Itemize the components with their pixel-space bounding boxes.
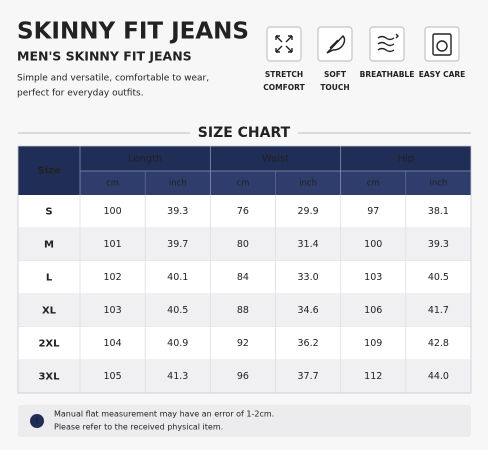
stretch-icon xyxy=(275,35,293,53)
feature-label: COMFORT xyxy=(263,83,305,92)
measure-cell: 29.9 xyxy=(298,206,319,217)
measure-cell: 106 xyxy=(364,305,382,316)
measure-cell: 84 xyxy=(237,272,249,283)
description: perfect for everyday outfits. xyxy=(17,89,144,99)
measure-cell: 31.4 xyxy=(298,239,319,250)
measure-cell: 100 xyxy=(104,206,122,217)
note: Manual flat measurement may have an erro… xyxy=(54,410,274,419)
measure-cell: 80 xyxy=(237,239,249,250)
washer-icon xyxy=(432,33,452,56)
table-border xyxy=(17,145,472,394)
row-bg xyxy=(18,327,471,360)
description: Simple and versatile, comfortable to wea… xyxy=(17,74,209,84)
feather-icon xyxy=(326,34,346,54)
measure-cell: 100 xyxy=(364,239,382,250)
row-bg xyxy=(18,294,471,327)
measure-cell: 36.2 xyxy=(298,338,319,349)
icon-box xyxy=(266,26,302,62)
icons xyxy=(266,26,460,62)
size-cell: 3XL xyxy=(38,372,60,383)
measure-cell: 40.5 xyxy=(428,272,449,283)
info-mark: ! xyxy=(35,417,39,427)
measure-cell: 103 xyxy=(364,272,382,283)
row-bg xyxy=(18,195,471,228)
subtitle: MEN'S SKINNY FIT JEANS xyxy=(17,49,192,64)
measure-cell: 112 xyxy=(364,371,382,382)
measure-cell: 96 xyxy=(237,371,249,382)
measure-cell: 39.3 xyxy=(428,239,449,250)
measure-cell: 104 xyxy=(104,338,122,349)
feature-label: STRETCH xyxy=(265,70,303,79)
group-header: Waist xyxy=(262,154,289,165)
unit-header: inch xyxy=(299,179,317,189)
group-header: Hip xyxy=(398,154,415,165)
unit-header: inch xyxy=(430,179,448,189)
feature-label: BREATHABLE xyxy=(360,70,415,79)
measure-cell: 40.5 xyxy=(167,305,188,316)
measure-cell: 40.1 xyxy=(167,272,188,283)
measure-cell: 34.6 xyxy=(298,305,319,316)
measure-cell: 76 xyxy=(237,206,249,217)
size-cell: 2XL xyxy=(38,339,60,350)
title: SKINNY FIT JEANS xyxy=(17,19,249,45)
washer-door xyxy=(436,40,448,52)
measure-cell: 39.7 xyxy=(167,239,188,250)
unit-header: cm xyxy=(106,179,119,189)
size-cell: L xyxy=(46,273,53,284)
measure-cell: 33.0 xyxy=(298,272,319,283)
group-header: Length xyxy=(128,154,163,165)
measure-cell: 39.3 xyxy=(167,206,188,217)
measure-cell: 37.7 xyxy=(298,371,319,382)
measure-cell: 109 xyxy=(364,338,382,349)
measure-cell: 105 xyxy=(104,371,122,382)
measure-cell: 44.0 xyxy=(428,371,449,382)
measure-cell: 102 xyxy=(104,272,122,283)
info-icon xyxy=(30,414,44,428)
unit-header: cm xyxy=(367,179,380,189)
feature-label: EASY CARE xyxy=(419,70,466,79)
measure-cell: 41.3 xyxy=(167,371,188,382)
unit-header: cm xyxy=(236,179,249,189)
measure-cell: 103 xyxy=(104,305,122,316)
row-bg xyxy=(18,228,471,261)
size-header: Size xyxy=(37,166,60,177)
row-bg xyxy=(18,261,471,294)
row-bg xyxy=(18,360,471,393)
note-box xyxy=(18,405,471,437)
size-cell: XL xyxy=(42,306,57,317)
measure-cell: 101 xyxy=(104,239,122,250)
section-title: SIZE CHART xyxy=(198,125,291,141)
measure-cell: 38.1 xyxy=(428,206,449,217)
unit-header: inch xyxy=(169,179,187,189)
breath-icon xyxy=(377,33,399,53)
icon-box xyxy=(424,26,460,62)
measure-cell: 40.9 xyxy=(167,338,188,349)
measure-cell: 97 xyxy=(367,206,379,217)
note: Please refer to the received physical it… xyxy=(54,423,223,432)
size-cell: M xyxy=(44,240,54,251)
feature-label: TOUCH xyxy=(320,83,349,92)
measure-cell: 92 xyxy=(237,338,249,349)
size-cell: S xyxy=(45,207,52,218)
measure-cell: 41.7 xyxy=(428,305,449,316)
measure-cell: 42.8 xyxy=(428,338,449,349)
measure-cell: 88 xyxy=(237,305,249,316)
feature-label: SOFT xyxy=(324,70,347,79)
